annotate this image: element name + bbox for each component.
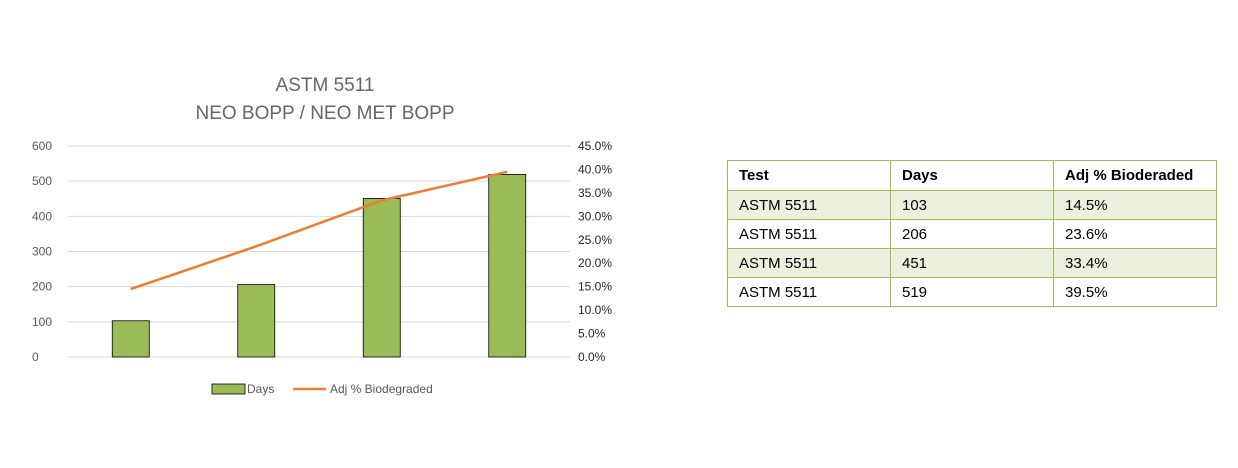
legend-days-label: Days bbox=[247, 382, 274, 396]
right-tick-label: 30.0% bbox=[578, 209, 612, 223]
cell-days: 451 bbox=[890, 248, 1054, 278]
cell-test: ASTM 5511 bbox=[727, 190, 891, 220]
cell-days: 103 bbox=[890, 190, 1054, 220]
gridlines bbox=[68, 145, 570, 358]
right-axis-ticks: 0.0% 5.0% 10.0% 15.0% 20.0% 25.0% 30.0% 35.0% 40… bbox=[578, 139, 612, 364]
header-adj-biodegraded: Adj % Bioderaded bbox=[1053, 160, 1217, 191]
biodegraded-line bbox=[130, 170, 508, 291]
cell-test: ASTM 5511 bbox=[727, 248, 891, 278]
biodegraded-series-line bbox=[130, 170, 508, 291]
right-tick-label: 25.0% bbox=[578, 233, 612, 247]
table-row: ASTM 5511 103 14.5% bbox=[727, 190, 1217, 220]
table-row: ASTM 5511 519 39.5% bbox=[727, 277, 1217, 307]
legend-days-swatch bbox=[211, 383, 246, 395]
left-tick-label: 500 bbox=[32, 174, 52, 188]
cell-adj-biodegraded: 23.6% bbox=[1053, 219, 1217, 249]
legend: Days Adj % Biodegraded bbox=[211, 382, 433, 396]
left-tick-label: 300 bbox=[32, 245, 52, 259]
results-table: Test Days Adj % Bioderaded ASTM 5511 103… bbox=[727, 160, 1217, 307]
header-test: Test bbox=[727, 160, 891, 191]
chart-title-line-2: NEO BOPP / NEO MET BOPP bbox=[195, 103, 454, 124]
right-tick-label: 20.0% bbox=[578, 256, 612, 270]
header-days: Days bbox=[890, 160, 1054, 191]
left-axis-ticks: 0 100 200 300 400 500 600 bbox=[32, 139, 52, 364]
right-tick-label: 40.0% bbox=[578, 162, 612, 176]
cell-adj-biodegraded: 39.5% bbox=[1053, 277, 1217, 307]
table-row: ASTM 5511 451 33.4% bbox=[727, 248, 1217, 278]
left-tick-label: 0 bbox=[32, 350, 39, 364]
days-bar bbox=[111, 320, 150, 358]
right-tick-label: 15.0% bbox=[578, 280, 612, 294]
cell-days: 519 bbox=[890, 277, 1054, 307]
cell-adj-biodegraded: 14.5% bbox=[1053, 190, 1217, 220]
cell-adj-biodegraded: 33.4% bbox=[1053, 248, 1217, 278]
left-tick-label: 600 bbox=[32, 139, 52, 153]
right-tick-label: 35.0% bbox=[578, 186, 612, 200]
combo-chart: ASTM 5511 NEO BOPP / NEO MET BOPP 0 100 20… bbox=[32, 75, 612, 396]
cell-test: ASTM 5511 bbox=[727, 277, 891, 307]
right-tick-label: 10.0% bbox=[578, 303, 612, 317]
legend-biodegraded-label: Adj % Biodegraded bbox=[330, 382, 433, 396]
left-tick-label: 100 bbox=[32, 315, 52, 329]
table-header-row: Test Days Adj % Bioderaded bbox=[727, 160, 1217, 191]
cell-days: 206 bbox=[890, 219, 1054, 249]
left-tick-label: 200 bbox=[32, 280, 52, 294]
table-row: ASTM 5511 206 23.6% bbox=[727, 219, 1217, 249]
right-tick-label: 45.0% bbox=[578, 139, 612, 153]
days-bar bbox=[237, 284, 276, 358]
right-tick-label: 0.0% bbox=[578, 350, 606, 364]
days-bar bbox=[362, 197, 401, 358]
cell-test: ASTM 5511 bbox=[727, 219, 891, 249]
days-bar bbox=[488, 174, 527, 358]
left-tick-label: 400 bbox=[32, 209, 52, 223]
chart-title-line-1: ASTM 5511 bbox=[276, 75, 375, 96]
days-bars bbox=[111, 174, 527, 358]
right-tick-label: 5.0% bbox=[578, 327, 606, 341]
